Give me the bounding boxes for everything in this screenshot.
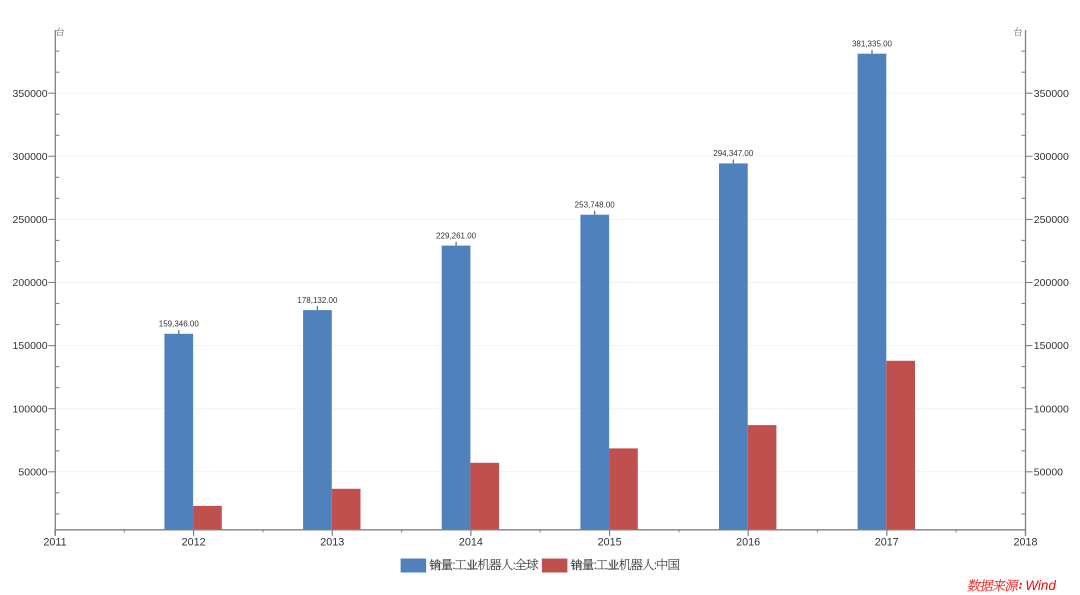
- svg-text::: :: [513, 558, 516, 572]
- svg-text:150000: 150000: [13, 340, 48, 352]
- svg-text:350000: 350000: [13, 88, 48, 100]
- svg-text:200000: 200000: [13, 277, 48, 289]
- svg-text:294,347.00: 294,347.00: [713, 149, 754, 158]
- svg-text:2011: 2011: [43, 537, 66, 549]
- svg-text:253,748.00: 253,748.00: [575, 200, 616, 209]
- svg-text:2015: 2015: [598, 537, 622, 549]
- svg-text:Wind: Wind: [1025, 578, 1056, 593]
- svg-text:229,261.00: 229,261.00: [436, 231, 477, 240]
- svg-text:300000: 300000: [13, 151, 48, 163]
- svg-text:2013: 2013: [320, 537, 344, 549]
- svg-text:150000: 150000: [1034, 340, 1069, 352]
- svg-text:250000: 250000: [1034, 214, 1069, 226]
- svg-text:159,346.00: 159,346.00: [159, 320, 200, 329]
- svg-text:2012: 2012: [182, 537, 206, 549]
- svg-text:350000: 350000: [1034, 88, 1069, 100]
- svg-text::: :: [594, 558, 597, 572]
- svg-text:50000: 50000: [18, 466, 47, 478]
- svg-text:178,132.00: 178,132.00: [297, 296, 338, 305]
- svg-text:2016: 2016: [736, 537, 760, 549]
- svg-text:50000: 50000: [1034, 466, 1063, 478]
- svg-text:250000: 250000: [13, 214, 48, 226]
- svg-text:100000: 100000: [13, 403, 48, 415]
- svg-text:2018: 2018: [1013, 537, 1037, 549]
- svg-text:381,335.00: 381,335.00: [852, 39, 893, 48]
- svg-text::: :: [452, 558, 455, 572]
- svg-text:2014: 2014: [459, 537, 483, 549]
- svg-text::: :: [654, 558, 657, 572]
- svg-text:100000: 100000: [1034, 403, 1069, 415]
- svg-text:300000: 300000: [1034, 151, 1069, 163]
- svg-text:2017: 2017: [875, 537, 899, 549]
- svg-text:200000: 200000: [1034, 277, 1069, 289]
